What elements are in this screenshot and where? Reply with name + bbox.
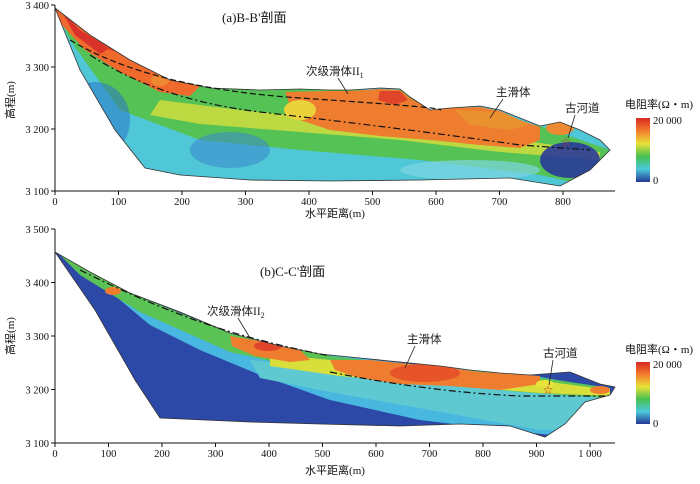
x-tick-label: 800	[555, 197, 571, 208]
panel-a-secondary-leader	[337, 77, 349, 95]
panel-a-main-leader	[489, 98, 504, 119]
panel-b-legend-max: 20 000	[653, 360, 682, 371]
x-tick-label: 100	[101, 449, 117, 460]
panel-b-ticks: 0 100 200 300 400 500 600 700 800 900 1 000 3 100 3 …	[25, 225, 601, 460]
x-tick-label: 0	[52, 197, 57, 208]
panel-b-title: (b)C-C'剖面	[260, 264, 325, 279]
panel-a-old-river-label: 古河道	[565, 101, 600, 115]
panel-a-y-label: 高程(m)	[3, 81, 17, 119]
y-tick-label: 3 300	[25, 63, 49, 74]
panel-b-secondary-slide-label: 次级滑体II2	[207, 304, 265, 320]
x-tick-label: 400	[261, 449, 277, 460]
y-tick-label: 3 300	[25, 332, 49, 343]
panel-a-main-slide-label: 主滑体	[496, 85, 531, 99]
panel-b-y-label: 高程(m)	[3, 317, 17, 355]
panel-b-old-river-star-icon: ☆	[543, 383, 554, 397]
y-tick-label: 3 500	[25, 225, 49, 236]
panel-a: ☆ (a)B-B'剖面 次级滑体II1 主滑体 古河道 高程(m) 水平距离(m…	[3, 1, 693, 220]
y-tick-label: 3 100	[25, 439, 49, 450]
x-tick-label: 200	[154, 449, 170, 460]
panel-b-old-river-label: 古河道	[543, 346, 578, 360]
y-tick-label: 3 400	[25, 279, 49, 290]
y-tick-label: 3 200	[25, 386, 49, 397]
y-tick-label: 3 400	[25, 1, 49, 12]
panel-b-secondary-slip-surface	[79, 269, 331, 357]
panel-a-legend-title: 电阻率(Ω・m)	[625, 97, 693, 111]
y-tick-label: 3 100	[25, 187, 49, 198]
panel-b-resistivity-section	[55, 252, 615, 437]
panel-a-secondary-slip-surface	[69, 39, 442, 111]
x-tick-label: 500	[315, 449, 331, 460]
panel-a-river-leader	[567, 114, 576, 139]
panel-b-legend-title: 电阻率(Ω・m)	[625, 342, 693, 356]
panel-b-secondary-leader	[237, 317, 251, 339]
x-tick-label: 200	[174, 197, 190, 208]
panel-b-main-leader	[404, 345, 416, 369]
panel-a-legend-min: 0	[653, 176, 658, 187]
x-tick-label: 0	[52, 449, 57, 460]
panel-a-section-outline	[54, 6, 611, 187]
x-tick-label: 700	[492, 197, 508, 208]
panel-b-x-label: 水平距离(m)	[305, 463, 365, 477]
x-tick-label: 600	[368, 449, 384, 460]
x-tick-label: 300	[208, 449, 224, 460]
x-tick-label: 700	[422, 449, 438, 460]
panel-b-colorbar	[636, 362, 650, 424]
x-tick-label: 400	[301, 197, 317, 208]
x-tick-label: 500	[365, 197, 381, 208]
panel-b-legend-min: 0	[653, 419, 658, 430]
x-tick-label: 1 000	[578, 449, 602, 460]
panel-a-legend-max: 20 000	[653, 116, 682, 127]
panel-b: ☆ (b)C-C'剖面 次级滑体II2 主滑体 古河道 高程(m) 水平距离(m…	[3, 225, 693, 477]
panel-a-x-label: 水平距离(m)	[305, 206, 365, 220]
x-tick-label: 300	[238, 197, 254, 208]
panel-b-main-slide-label: 主滑体	[407, 332, 442, 346]
panel-b-section-outline	[54, 251, 616, 438]
panel-a-ticks: 0 100 200 300 400 500 600 700 800 3 100 3 200 3 300…	[25, 1, 571, 208]
x-tick-label: 800	[475, 449, 491, 460]
panel-b-main-slip-surface	[329, 371, 605, 397]
panel-b-river-leader	[548, 359, 554, 386]
x-tick-label: 600	[428, 197, 444, 208]
y-tick-label: 3 200	[25, 125, 49, 136]
panel-a-old-river-star-icon: ☆	[561, 135, 572, 149]
panel-a-main-slip-surface	[89, 54, 591, 151]
panel-a-secondary-slide-label: 次级滑体II1	[306, 64, 364, 80]
x-tick-label: 100	[111, 197, 127, 208]
x-tick-label: 900	[529, 449, 545, 460]
panel-a-title: (a)B-B'剖面	[222, 10, 286, 25]
panel-a-colorbar	[636, 118, 650, 182]
